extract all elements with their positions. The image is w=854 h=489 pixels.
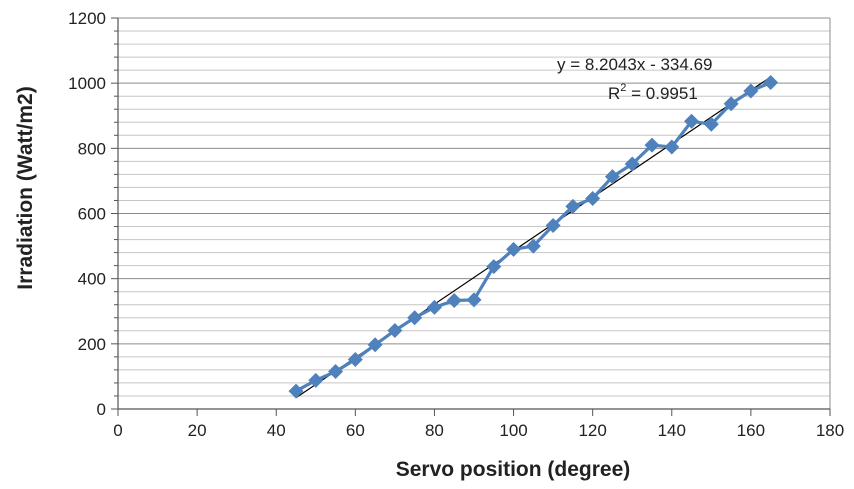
data-point [506,241,522,257]
data-point [328,364,344,380]
data-point [684,113,700,129]
x-tick-label: 0 [113,421,122,440]
data-point [426,299,442,315]
y-tick-label: 600 [78,205,106,224]
x-tick-label: 80 [425,421,444,440]
tick-labels: 0 200 400 600 800 1000 1200 0 20 40 60 80 100 120 140 1… [68,9,844,440]
x-tick-label: 180 [816,421,844,440]
data-point [466,292,482,308]
data-point [367,337,383,353]
x-tick-label: 160 [737,421,765,440]
data-point [565,198,581,214]
data-point [763,75,779,91]
x-tick-label: 20 [188,421,207,440]
data-point [664,139,680,155]
x-tick-label: 60 [346,421,365,440]
y-tick-label: 1200 [68,9,106,28]
data-point [308,372,324,388]
data-point [723,96,739,112]
x-tick-label: 140 [658,421,686,440]
data-point [387,322,403,338]
data-point [347,351,363,367]
data-point [407,310,423,326]
data-point [545,218,561,234]
data-series [288,75,779,399]
data-point [604,169,620,185]
data-point [525,238,541,254]
data-point [743,83,759,99]
gridlines [118,17,831,409]
data-point [624,156,640,172]
x-axis-title: Servo position (degree) [396,458,631,481]
x-tick-label: 100 [499,421,527,440]
data-point [703,116,719,132]
data-point [585,191,601,207]
y-tick-label: 400 [78,270,106,289]
x-tick-label: 120 [578,421,606,440]
y-tick-label: 1000 [68,74,106,93]
y-tick-label: 0 [97,400,106,419]
data-point [446,292,462,308]
y-tick-label: 800 [78,139,106,158]
y-axis-title: Irradiation (Watt/m2) [14,86,37,289]
data-point [288,383,304,399]
y-tick-label: 200 [78,335,106,354]
trendline-equation: y = 8.2043x - 334.69 [557,55,712,74]
x-tick-label: 40 [267,421,286,440]
data-point [644,137,660,153]
axes [111,17,831,416]
trendline-r-squared: R2 = 0.9951 [608,82,698,103]
data-point [486,259,502,275]
